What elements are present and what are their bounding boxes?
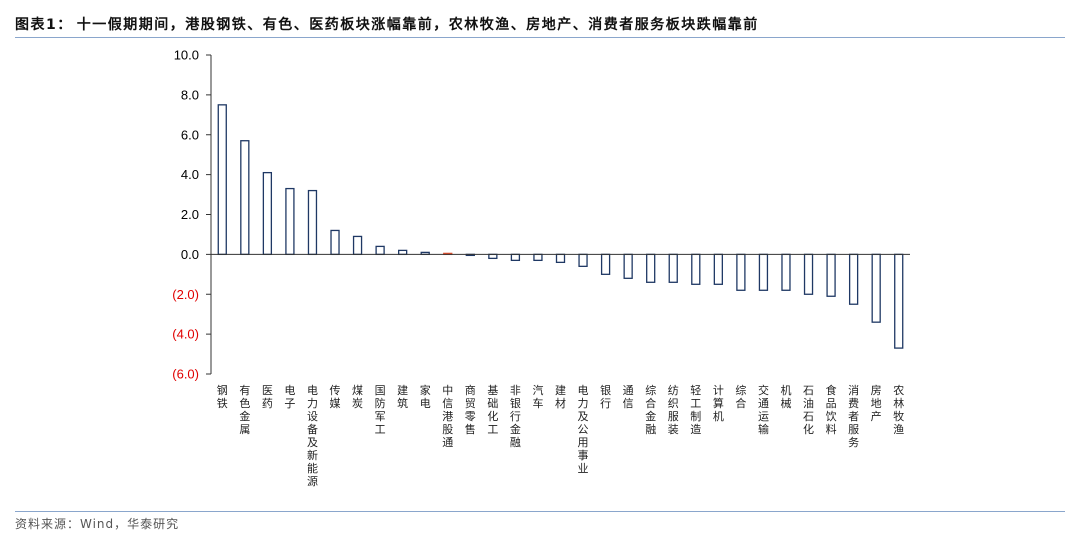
bar <box>375 245 385 256</box>
bar <box>352 235 363 256</box>
source-note: 资料来源：Wind，华泰研究 <box>15 517 180 531</box>
bar <box>623 253 633 279</box>
bar <box>240 140 250 256</box>
category-label: 综合 <box>735 383 746 410</box>
category-label: 中信港股通 <box>442 384 453 449</box>
category-label: 农林牧渔 <box>893 383 904 436</box>
category-label: 消费者服务 <box>848 383 859 449</box>
bar <box>713 253 723 285</box>
category-label: 钢铁 <box>217 384 228 410</box>
category-label: 汽车 <box>532 383 543 410</box>
bar <box>781 253 791 291</box>
bar <box>510 253 521 262</box>
bar <box>488 253 498 260</box>
y-tick-label: 10.0 <box>174 48 199 63</box>
y-tick-label: 4.0 <box>181 167 199 182</box>
header-rule <box>15 37 1065 38</box>
y-tick-label: 2.0 <box>181 207 199 222</box>
category-label: 电子 <box>284 384 295 410</box>
bar <box>826 253 836 297</box>
category-label: 传媒 <box>330 384 341 410</box>
category-label: 计算机 <box>713 384 724 423</box>
bar <box>600 253 611 275</box>
category-label: 通信 <box>623 384 634 410</box>
y-tick-label: (2.0) <box>172 287 199 302</box>
bar <box>848 253 859 305</box>
category-label: 基础化工 <box>487 384 498 436</box>
bar <box>555 253 566 264</box>
category-label: 医药 <box>262 384 273 410</box>
y-axis-ticks: 10.0 8.0 6.0 4.0 2.0 0.0 (2.0) (4.0) (6.0) <box>172 48 211 382</box>
category-label: 食品饮料 <box>826 383 837 436</box>
bars-group <box>217 104 904 349</box>
bar <box>307 189 318 256</box>
category-label: 商贸零售 <box>465 383 476 436</box>
bar <box>646 253 656 283</box>
y-tick-label: 6.0 <box>181 127 199 142</box>
bar <box>871 253 881 323</box>
bar <box>894 253 904 349</box>
category-label: 非银行金融 <box>510 384 521 449</box>
bar <box>691 253 701 285</box>
chart-title: 十一假期期间，港股钢铁、有色、医药板块涨幅靠前，农林牧渔、房地产、消费者服务板块… <box>76 17 759 33</box>
figure-label: 图表1： <box>15 17 73 33</box>
bar <box>736 253 746 291</box>
bar <box>262 171 273 256</box>
category-label: 纺织服装 <box>668 383 679 436</box>
bar <box>668 253 678 283</box>
category-label: 轻工制造 <box>690 383 701 436</box>
category-label: 综合金融 <box>645 383 656 436</box>
category-label: 机械 <box>780 383 791 410</box>
y-tick-label: 0.0 <box>181 247 199 262</box>
y-tick-label: 8.0 <box>181 87 199 102</box>
category-label: 家电 <box>420 383 431 410</box>
bar <box>578 253 588 267</box>
figure-header: 图表1： 十一假期期间，港股钢铁、有色、医药板块涨幅靠前，农林牧渔、房地产、消费者… <box>15 15 759 35</box>
bar <box>330 229 340 256</box>
category-label: 国防军工 <box>375 384 386 436</box>
bar <box>803 253 814 295</box>
category-label: 建材 <box>555 383 566 410</box>
y-tick-label: (6.0) <box>172 367 199 382</box>
category-label: 煤炭 <box>352 384 363 410</box>
bar <box>398 249 408 256</box>
category-label: 有色金属 <box>239 383 250 436</box>
category-label: 石油石化 <box>803 384 814 436</box>
category-label: 银行 <box>600 383 611 410</box>
y-tick-label: (4.0) <box>172 327 199 342</box>
bar <box>533 253 543 262</box>
bar <box>217 104 227 256</box>
category-label: 房地产 <box>871 384 882 423</box>
category-label: 电力及公用事业 <box>578 384 589 475</box>
footer-rule <box>15 511 1065 512</box>
category-label: 建筑 <box>397 383 408 410</box>
category-label: 交通运输 <box>758 383 769 436</box>
bar <box>285 187 295 256</box>
category-label: 电力设备及新能源 <box>307 384 318 488</box>
bar <box>758 253 769 291</box>
